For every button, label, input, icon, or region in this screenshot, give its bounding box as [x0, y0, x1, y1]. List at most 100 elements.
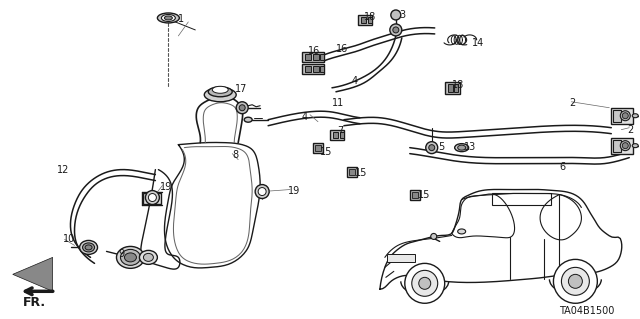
Ellipse shape	[79, 241, 97, 254]
Circle shape	[431, 234, 436, 240]
Bar	[611, 138, 633, 154]
Bar	[320, 66, 324, 72]
Circle shape	[554, 259, 597, 303]
Circle shape	[568, 274, 582, 288]
Bar	[448, 84, 452, 92]
Bar	[358, 15, 372, 25]
Bar	[368, 17, 372, 23]
Text: 15: 15	[320, 147, 332, 157]
Bar	[305, 54, 311, 60]
Text: 14: 14	[472, 38, 484, 48]
Ellipse shape	[458, 145, 466, 150]
Ellipse shape	[161, 14, 175, 21]
Bar	[330, 130, 344, 140]
Text: 18: 18	[364, 12, 376, 22]
Ellipse shape	[120, 249, 140, 265]
Ellipse shape	[83, 243, 95, 252]
Text: 16: 16	[308, 46, 320, 56]
Ellipse shape	[458, 229, 466, 234]
Text: 19: 19	[161, 182, 173, 192]
Circle shape	[255, 185, 269, 198]
Bar	[412, 191, 418, 197]
Text: 3: 3	[400, 10, 406, 20]
Text: 13: 13	[463, 142, 476, 152]
Text: TA04B1500: TA04B1500	[559, 306, 615, 316]
Ellipse shape	[212, 86, 228, 93]
Bar	[315, 145, 321, 151]
Bar	[613, 140, 621, 152]
Text: 9: 9	[118, 249, 125, 259]
Ellipse shape	[208, 87, 232, 97]
Bar	[410, 189, 420, 199]
Bar	[492, 193, 552, 204]
Bar	[313, 66, 319, 72]
Ellipse shape	[164, 16, 172, 20]
Text: 2: 2	[570, 98, 575, 108]
Circle shape	[239, 105, 245, 111]
Ellipse shape	[454, 144, 468, 152]
Bar	[305, 66, 311, 72]
Circle shape	[419, 277, 431, 289]
Text: 11: 11	[332, 98, 344, 108]
Ellipse shape	[116, 246, 145, 268]
Bar	[387, 254, 415, 262]
Text: 2: 2	[627, 125, 634, 135]
Bar	[333, 132, 338, 138]
Bar	[302, 52, 324, 62]
Circle shape	[622, 113, 628, 119]
Text: 17: 17	[236, 84, 248, 94]
Circle shape	[390, 24, 402, 36]
Text: 7: 7	[337, 126, 343, 136]
Circle shape	[620, 111, 630, 121]
Text: 8: 8	[232, 150, 238, 160]
Circle shape	[404, 263, 445, 303]
Bar	[361, 17, 366, 23]
Bar	[613, 110, 621, 122]
Text: FR.: FR.	[22, 296, 46, 309]
Text: 15: 15	[418, 189, 430, 200]
Text: 16: 16	[336, 44, 348, 54]
Circle shape	[620, 141, 630, 151]
Ellipse shape	[244, 117, 252, 122]
Circle shape	[429, 145, 435, 151]
Text: 1: 1	[179, 14, 184, 24]
Bar	[340, 132, 344, 138]
Text: 6: 6	[559, 162, 566, 172]
Ellipse shape	[204, 88, 236, 102]
Bar	[302, 64, 324, 74]
Text: 4: 4	[302, 112, 308, 122]
Circle shape	[391, 10, 401, 20]
Bar	[347, 167, 357, 177]
Circle shape	[258, 188, 266, 196]
Circle shape	[561, 267, 589, 295]
Bar	[320, 54, 324, 60]
Bar	[313, 54, 319, 60]
Ellipse shape	[140, 250, 157, 264]
Ellipse shape	[632, 144, 638, 148]
Bar	[445, 82, 460, 94]
Circle shape	[412, 271, 438, 296]
Text: 15: 15	[355, 167, 367, 178]
Ellipse shape	[157, 13, 179, 23]
Ellipse shape	[85, 245, 92, 250]
Ellipse shape	[143, 253, 154, 261]
Bar	[454, 84, 458, 92]
Bar	[143, 193, 161, 204]
Text: 12: 12	[56, 165, 69, 174]
Circle shape	[622, 143, 628, 149]
Ellipse shape	[124, 253, 136, 262]
Text: 10: 10	[63, 234, 75, 244]
Text: 19: 19	[288, 186, 300, 196]
Circle shape	[393, 27, 399, 33]
Bar	[349, 169, 355, 174]
Ellipse shape	[632, 114, 638, 118]
Text: 4: 4	[352, 76, 358, 86]
Bar	[313, 143, 323, 152]
Circle shape	[236, 102, 248, 114]
Text: 5: 5	[438, 142, 444, 152]
Bar	[611, 108, 633, 124]
Text: 18: 18	[452, 80, 464, 90]
Circle shape	[148, 194, 156, 202]
Polygon shape	[13, 257, 52, 291]
Circle shape	[145, 190, 159, 204]
